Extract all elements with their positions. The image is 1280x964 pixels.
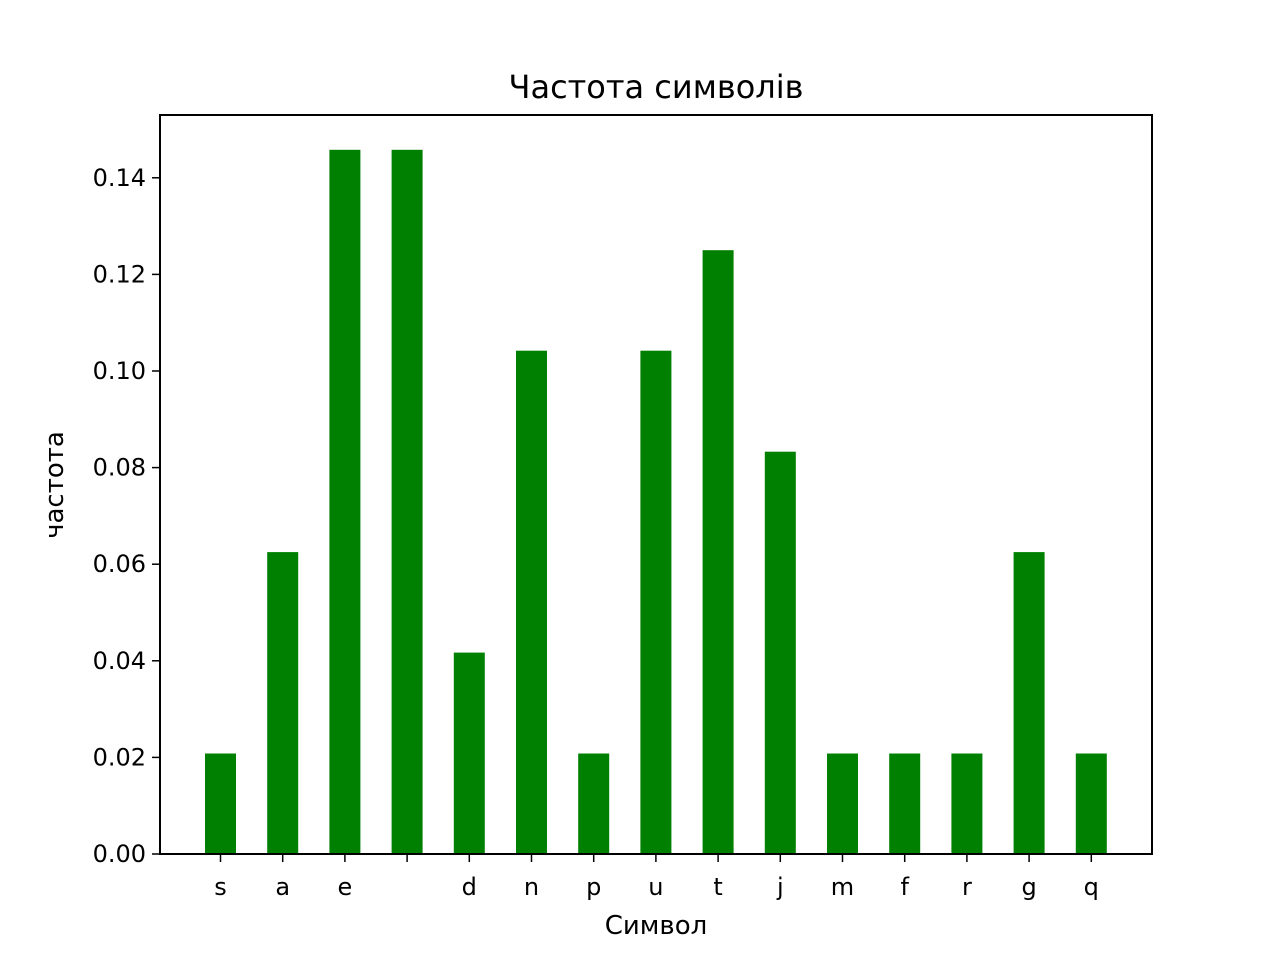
y-axis-label: частота [40, 431, 70, 539]
bar [827, 753, 858, 854]
bar [1075, 753, 1107, 854]
x-tick-label: m [831, 873, 854, 901]
y-tick-label: 0.10 [93, 357, 146, 385]
bar [329, 149, 361, 855]
y-tick-label: 0.04 [93, 647, 146, 675]
y-axis-ticks: 0.00 0.02 0.04 0.06 0.08 0.10 0.12 0.14 [93, 164, 160, 868]
y-tick-label: 0.02 [93, 743, 146, 771]
bar [951, 753, 983, 854]
bar [391, 149, 423, 855]
bar [889, 753, 921, 854]
chart-title: Частота символів [509, 68, 804, 106]
x-tick-label: r [962, 873, 972, 901]
bar [453, 652, 485, 854]
x-tick-label: u [648, 873, 663, 901]
y-tick-label: 0.14 [93, 164, 146, 192]
bar [640, 350, 672, 854]
bar [267, 552, 299, 854]
x-tick-label: f [900, 873, 909, 901]
bar [1013, 552, 1045, 854]
x-tick-label: s [214, 873, 227, 901]
x-tick-label: t [713, 873, 722, 901]
x-tick-label: a [275, 873, 290, 901]
x-tick-label: e [338, 873, 353, 901]
bar [702, 250, 734, 854]
bar [205, 753, 236, 854]
bar [578, 753, 610, 854]
x-tick-label: g [1021, 873, 1036, 901]
x-tick-label: q [1084, 873, 1099, 901]
x-axis-label: Символ [605, 911, 708, 941]
x-tick-label: p [586, 873, 601, 901]
x-tick-label: d [462, 873, 477, 901]
bar [764, 451, 796, 854]
x-tick-label: n [524, 873, 539, 901]
bars [205, 149, 1107, 855]
x-tick-label: j [776, 873, 784, 901]
y-tick-label: 0.00 [93, 840, 146, 868]
y-tick-label: 0.06 [93, 550, 146, 578]
y-tick-label: 0.08 [93, 454, 146, 482]
bar [516, 350, 547, 854]
y-tick-label: 0.12 [93, 260, 146, 288]
